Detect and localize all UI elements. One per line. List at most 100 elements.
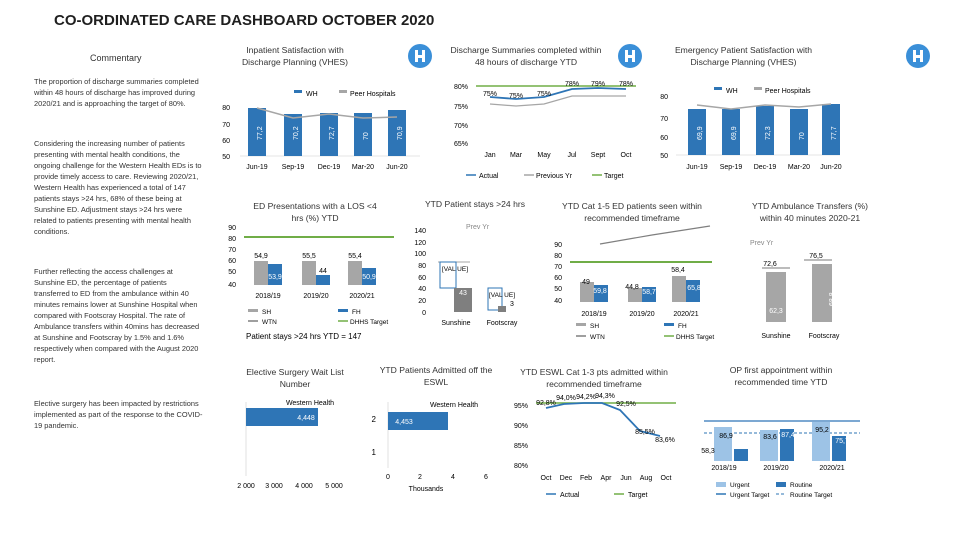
legend-dhhs: DHHS Target (350, 319, 388, 326)
x-tick: 2018/19 (711, 465, 736, 472)
dashboard-title: CO-ORDINATED CARE DASHBOARD OCTOBER 2020 (54, 12, 435, 29)
bar-label: 95,2 (815, 427, 829, 434)
x-tick: May (537, 152, 551, 159)
eswl-cat-title: YTD ESWL Cat 1-3 pts admitted within rec… (520, 367, 668, 389)
bar-label: 86,9 (719, 433, 733, 440)
y-tick: 65% (454, 141, 468, 148)
bar-label: 43 (459, 290, 467, 297)
legend-urgent: Urgent (730, 482, 750, 489)
bar-routine-2019 (780, 429, 794, 461)
y-tick: 20 (418, 298, 426, 305)
bar-label: 83,6 (763, 434, 777, 441)
value-tag: [VAL UE] (489, 292, 515, 299)
value-tag: [VAL UE] (442, 266, 468, 273)
patient-stays-total: Patient stays >24 hrs YTD = 147 (246, 332, 362, 341)
bar-label: 58,3 (701, 448, 715, 455)
inpatient-title: Inpatient Satisfaction with Discharge Pl… (241, 45, 349, 67)
y-tick: 70 (228, 247, 236, 254)
bar-sunshine (454, 288, 472, 312)
y-tick: 40 (554, 298, 562, 305)
x-tick: Oct (661, 475, 672, 482)
value-callout (487, 287, 503, 311)
x-tick: 2020/21 (349, 293, 374, 300)
y-tick: 70 (222, 122, 230, 129)
point-label: 75% (537, 91, 551, 98)
bar-label: 69,9 (731, 126, 738, 140)
bar-footscray (498, 306, 506, 312)
x-tick: 3 000 (265, 483, 283, 490)
bar-western-health (246, 408, 318, 426)
y-tick: 80% (454, 84, 468, 91)
legend-prev-yr: Prev Yr (466, 224, 490, 231)
bar-mar20 (354, 113, 372, 156)
legend-wtn: WTN (590, 334, 605, 341)
emergency-title: Emergency Patient Satisfaction with Disc… (674, 45, 813, 67)
x-tick: Jun-20 (386, 164, 408, 171)
x-tick: 2020/21 (673, 311, 698, 318)
legend-target: Target (628, 492, 648, 499)
bar-fh-2019 (642, 287, 656, 302)
legend-dhhs: DHHS Target (676, 334, 714, 341)
x-tick: 2019/20 (763, 465, 788, 472)
x-tick: Oct (621, 152, 632, 159)
y-tick: 70 (660, 116, 668, 123)
bar-label: 77,7 (831, 126, 838, 140)
value-callout (439, 261, 457, 289)
point-label: 83,6% (655, 437, 675, 444)
y-tick: 50 (228, 269, 236, 276)
bar-label: 58,7 (642, 289, 656, 296)
legend-previous: Previous Yr (536, 173, 573, 180)
bar-label: 72,7 (329, 126, 336, 140)
prev-yr-label: 72,6 (763, 261, 777, 268)
commentary-paragraph: Considering the increasing number of pat… (34, 139, 202, 236)
y-tick: 75% (454, 104, 468, 111)
legend-wh: WH (726, 88, 738, 95)
emergency-chart: 80 70 60 50 WH Peer Hospitals 69,9 69,9 … (660, 87, 842, 171)
bar-mar20 (790, 109, 808, 155)
legend-swatch (776, 482, 786, 487)
peer-line (696, 103, 832, 110)
elective-title: Elective Surgery Wait List Number (246, 367, 344, 389)
y-tick: 90 (554, 242, 562, 249)
x-axis-label: Thousands (409, 486, 444, 493)
bar-label: 59,8 (593, 288, 607, 295)
bar-sep19 (284, 114, 302, 156)
bar-sh-2018 (580, 282, 594, 302)
y-tick: 50 (222, 154, 230, 161)
bar-urgent-2018 (714, 427, 732, 461)
series-label: Western Health (286, 400, 334, 407)
bar-sh-2018 (254, 261, 268, 285)
x-tick: Sunshine (761, 333, 790, 340)
ed-los-title: ED Presentations with a LOS <4 hrs (%) Y… (253, 201, 377, 223)
eswl-title: YTD Patients Admitted off the ESWL (379, 365, 493, 387)
y-tick: 60 (222, 138, 230, 145)
opa-chart: 86,9 58,3 83,6 87,4 95,2 75,7 2018/19 20… (701, 420, 860, 499)
peer-line (256, 107, 398, 119)
point-label: 94,3% (595, 393, 615, 400)
y-tick: 60 (660, 135, 668, 142)
point-label: 78% (619, 81, 633, 88)
y-tick: 60 (554, 275, 562, 282)
wtn-line (599, 225, 711, 245)
bar-label: 70 (799, 132, 806, 140)
bar-label: 55,5 (302, 253, 316, 260)
x-tick: 2 (418, 474, 422, 481)
legend-peer-swatch (339, 90, 347, 93)
hospital-logo-icon (408, 44, 432, 68)
x-tick: Oct (541, 475, 552, 482)
x-tick: Dec-19 (318, 164, 341, 171)
bar-fh-2018 (594, 285, 608, 302)
hospital-logo-icon (618, 44, 642, 68)
legend-routine: Routine (790, 482, 813, 489)
y-tick: 80 (554, 253, 562, 260)
x-tick: Mar-20 (352, 164, 374, 171)
legend-wh-swatch (714, 87, 722, 90)
bar-label: 87,4 (781, 432, 795, 439)
inpatient-chart: 80 70 60 50 WH Peer Hospitals 77,2 70,2 … (222, 90, 420, 171)
bar-sh-2020 (672, 276, 686, 302)
x-tick: Footscray (487, 320, 518, 327)
bar-label: 75,7 (835, 438, 849, 445)
point-label: 92,5% (616, 401, 636, 408)
commentary-paragraph: Further reflecting the access challenges… (34, 267, 200, 364)
